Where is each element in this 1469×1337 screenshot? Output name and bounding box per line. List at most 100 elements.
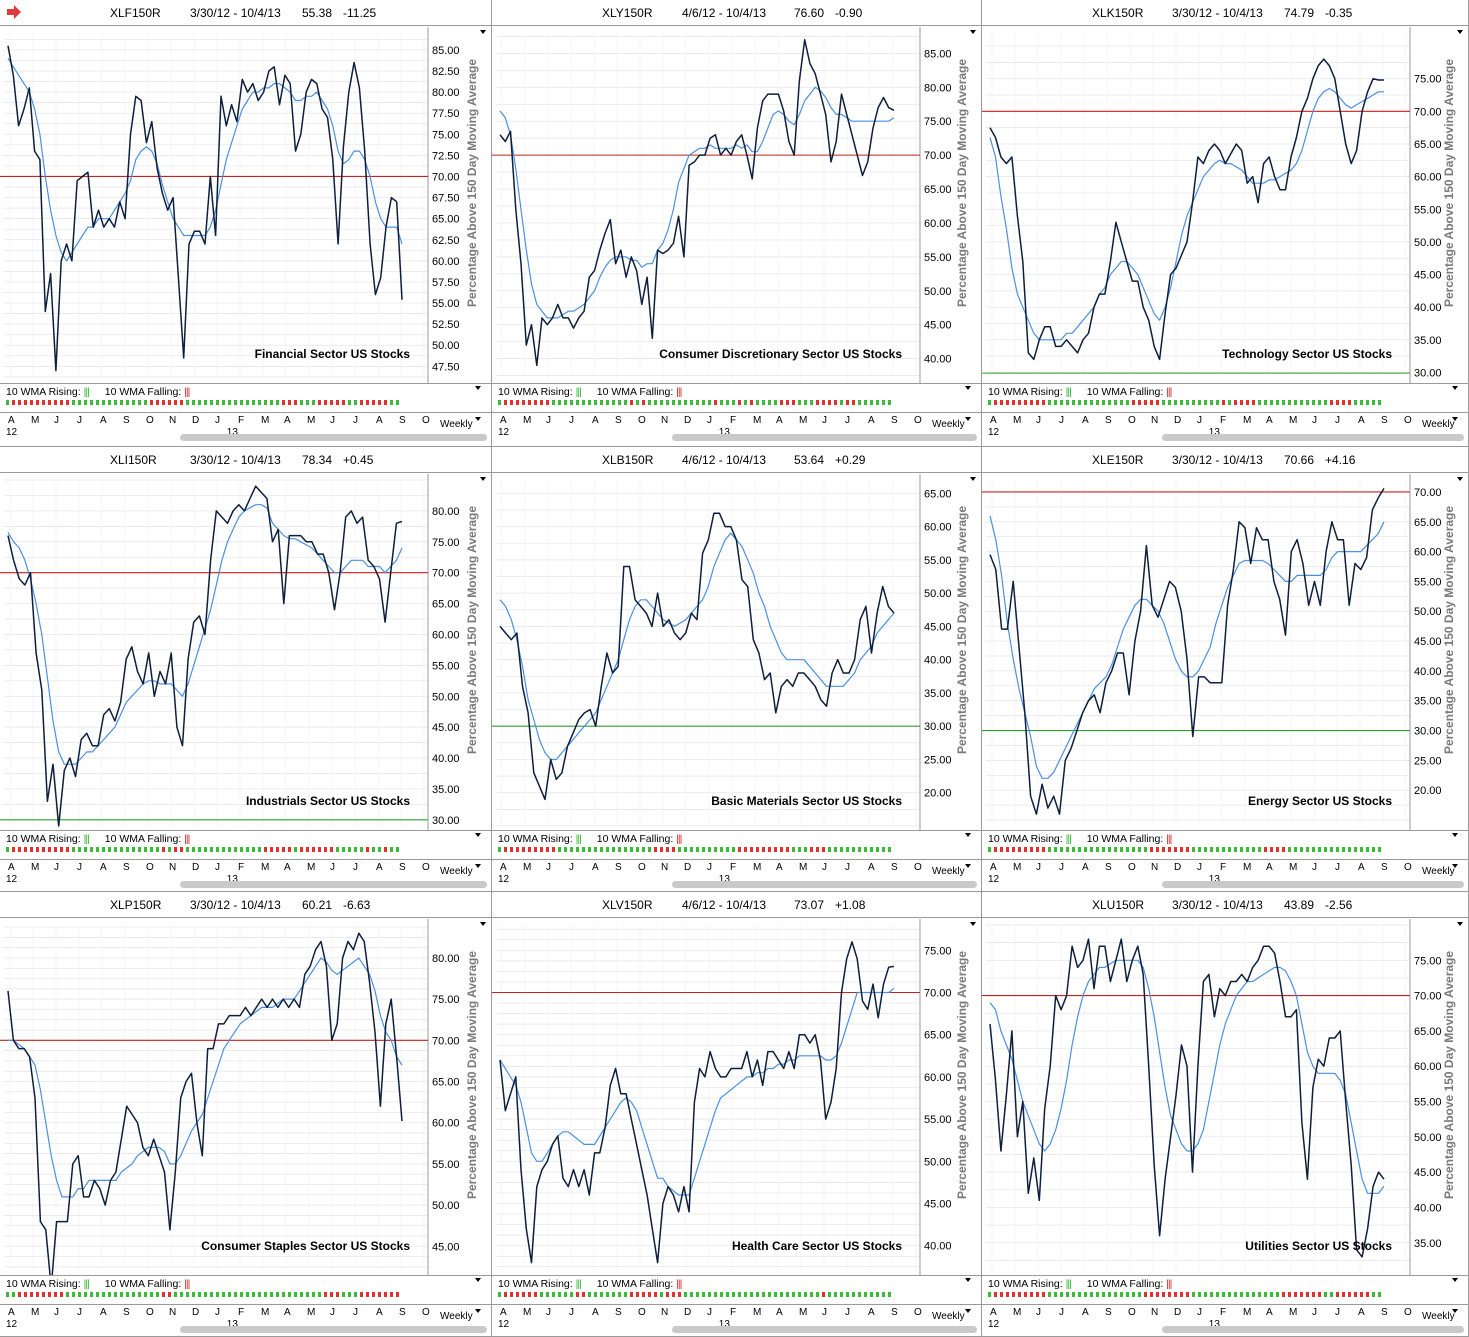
last-value: 76.60	[794, 6, 825, 20]
period-selector[interactable]: Weekly	[932, 419, 965, 430]
horizontal-scrollbar[interactable]	[1162, 1326, 1464, 1333]
horizontal-scrollbar[interactable]	[1162, 434, 1464, 441]
menu-triangle-icon[interactable]	[1457, 922, 1463, 926]
signal-dot	[582, 1292, 585, 1297]
price-line	[499, 941, 895, 1264]
month-label: M	[307, 415, 316, 426]
signal-dot	[780, 1292, 783, 1297]
menu-triangle-icon[interactable]	[970, 477, 976, 481]
signal-dot	[186, 400, 189, 405]
period-selector[interactable]: Weekly	[440, 866, 473, 877]
signal-dot	[498, 847, 501, 852]
period-selector[interactable]: Weekly	[1422, 1311, 1455, 1322]
dropdown-triangle-icon[interactable]	[1452, 1309, 1460, 1315]
y-tick-label: 72.50	[432, 150, 460, 162]
rising-marks: |||	[575, 1278, 582, 1290]
signal-dot	[1258, 400, 1261, 405]
falling-marks: |||	[184, 833, 190, 845]
rising-marks: |||	[83, 833, 90, 845]
menu-triangle-icon[interactable]	[1452, 833, 1460, 839]
month-label: A	[1266, 415, 1273, 426]
menu-triangle-icon[interactable]	[480, 477, 486, 481]
signal-dot	[1144, 400, 1147, 405]
menu-triangle-icon[interactable]	[475, 1278, 483, 1284]
horizontal-scrollbar[interactable]	[180, 1326, 487, 1333]
dropdown-triangle-icon[interactable]	[965, 864, 973, 870]
signal-dot	[570, 1292, 573, 1297]
menu-triangle-icon[interactable]	[1457, 30, 1463, 34]
signal-dot	[1000, 847, 1003, 852]
red-arrow-icon[interactable]	[6, 5, 22, 19]
signal-dot	[738, 847, 741, 852]
month-axis: A M J J A S O N D J F M A M J J A S O 12 13 Weekly	[0, 412, 491, 443]
signal-dot	[618, 847, 621, 852]
signal-dot	[324, 847, 327, 852]
signal-dot	[18, 847, 21, 852]
horizontal-scrollbar[interactable]	[672, 881, 977, 888]
month-label: O	[146, 415, 154, 426]
period-selector[interactable]: Weekly	[1422, 419, 1455, 430]
y-tick-label: 50.00	[1414, 237, 1442, 249]
dropdown-triangle-icon[interactable]	[965, 1309, 973, 1315]
signal-dot	[384, 400, 387, 405]
signal-dot	[720, 1292, 723, 1297]
menu-triangle-icon[interactable]	[480, 922, 486, 926]
y-tick-label: 45.00	[924, 320, 952, 332]
signal-dot	[1114, 400, 1117, 405]
signal-dot	[342, 400, 345, 405]
y-tick-label: 75.00	[432, 129, 460, 141]
horizontal-scrollbar[interactable]	[180, 881, 487, 888]
signal-dot	[726, 847, 729, 852]
dropdown-triangle-icon[interactable]	[965, 417, 973, 423]
menu-triangle-icon[interactable]	[970, 922, 976, 926]
horizontal-scrollbar[interactable]	[672, 1326, 977, 1333]
dropdown-triangle-icon[interactable]	[1452, 417, 1460, 423]
menu-triangle-icon[interactable]	[1457, 477, 1463, 481]
menu-triangle-icon[interactable]	[965, 386, 973, 392]
signal-dot	[48, 400, 51, 405]
menu-triangle-icon[interactable]	[970, 30, 976, 34]
period-selector[interactable]: Weekly	[440, 419, 473, 430]
menu-triangle-icon[interactable]	[965, 1278, 973, 1284]
horizontal-scrollbar[interactable]	[672, 434, 977, 441]
menu-triangle-icon[interactable]	[480, 30, 486, 34]
period-selector[interactable]: Weekly	[932, 866, 965, 877]
signal-dot	[1156, 400, 1159, 405]
menu-triangle-icon[interactable]	[475, 386, 483, 392]
month-label: S	[123, 1307, 130, 1318]
signal-dot	[330, 847, 333, 852]
signal-dot	[1300, 1292, 1303, 1297]
period-selector[interactable]: Weekly	[440, 1311, 473, 1322]
horizontal-scrollbar[interactable]	[1162, 881, 1464, 888]
dropdown-triangle-icon[interactable]	[1452, 864, 1460, 870]
period-selector[interactable]: Weekly	[1422, 866, 1455, 877]
signal-dot	[1348, 847, 1351, 852]
dropdown-triangle-icon[interactable]	[475, 417, 483, 423]
falling-label: 10 WMA Falling:	[1086, 833, 1167, 845]
signal-dot	[42, 400, 45, 405]
menu-triangle-icon[interactable]	[475, 833, 483, 839]
dropdown-triangle-icon[interactable]	[475, 864, 483, 870]
month-label: M	[31, 1307, 40, 1318]
month-axis: A M J J A S O N D J F M A M J J A S O 12 13 Weekly	[982, 1304, 1468, 1335]
month-label: J	[822, 862, 827, 873]
y-tick-label: 60.00	[1414, 547, 1442, 559]
wma-signal-strip	[498, 400, 891, 405]
signal-dot	[660, 1292, 663, 1297]
signal-dot	[1018, 400, 1021, 405]
month-label: J	[215, 1307, 220, 1318]
menu-triangle-icon[interactable]	[1452, 1278, 1460, 1284]
signal-dot	[994, 400, 997, 405]
period-selector[interactable]: Weekly	[932, 1311, 965, 1322]
horizontal-scrollbar[interactable]	[180, 434, 487, 441]
month-label: J	[1312, 862, 1317, 873]
menu-triangle-icon[interactable]	[1452, 386, 1460, 392]
month-label: J	[845, 1307, 850, 1318]
menu-triangle-icon[interactable]	[965, 833, 973, 839]
signal-dot	[888, 847, 891, 852]
y-tick-label: 25.00	[1414, 755, 1442, 767]
month-label: N	[169, 862, 177, 873]
dropdown-triangle-icon[interactable]	[475, 1309, 483, 1315]
signal-dot	[1258, 847, 1261, 852]
moving-average-line	[499, 987, 895, 1196]
